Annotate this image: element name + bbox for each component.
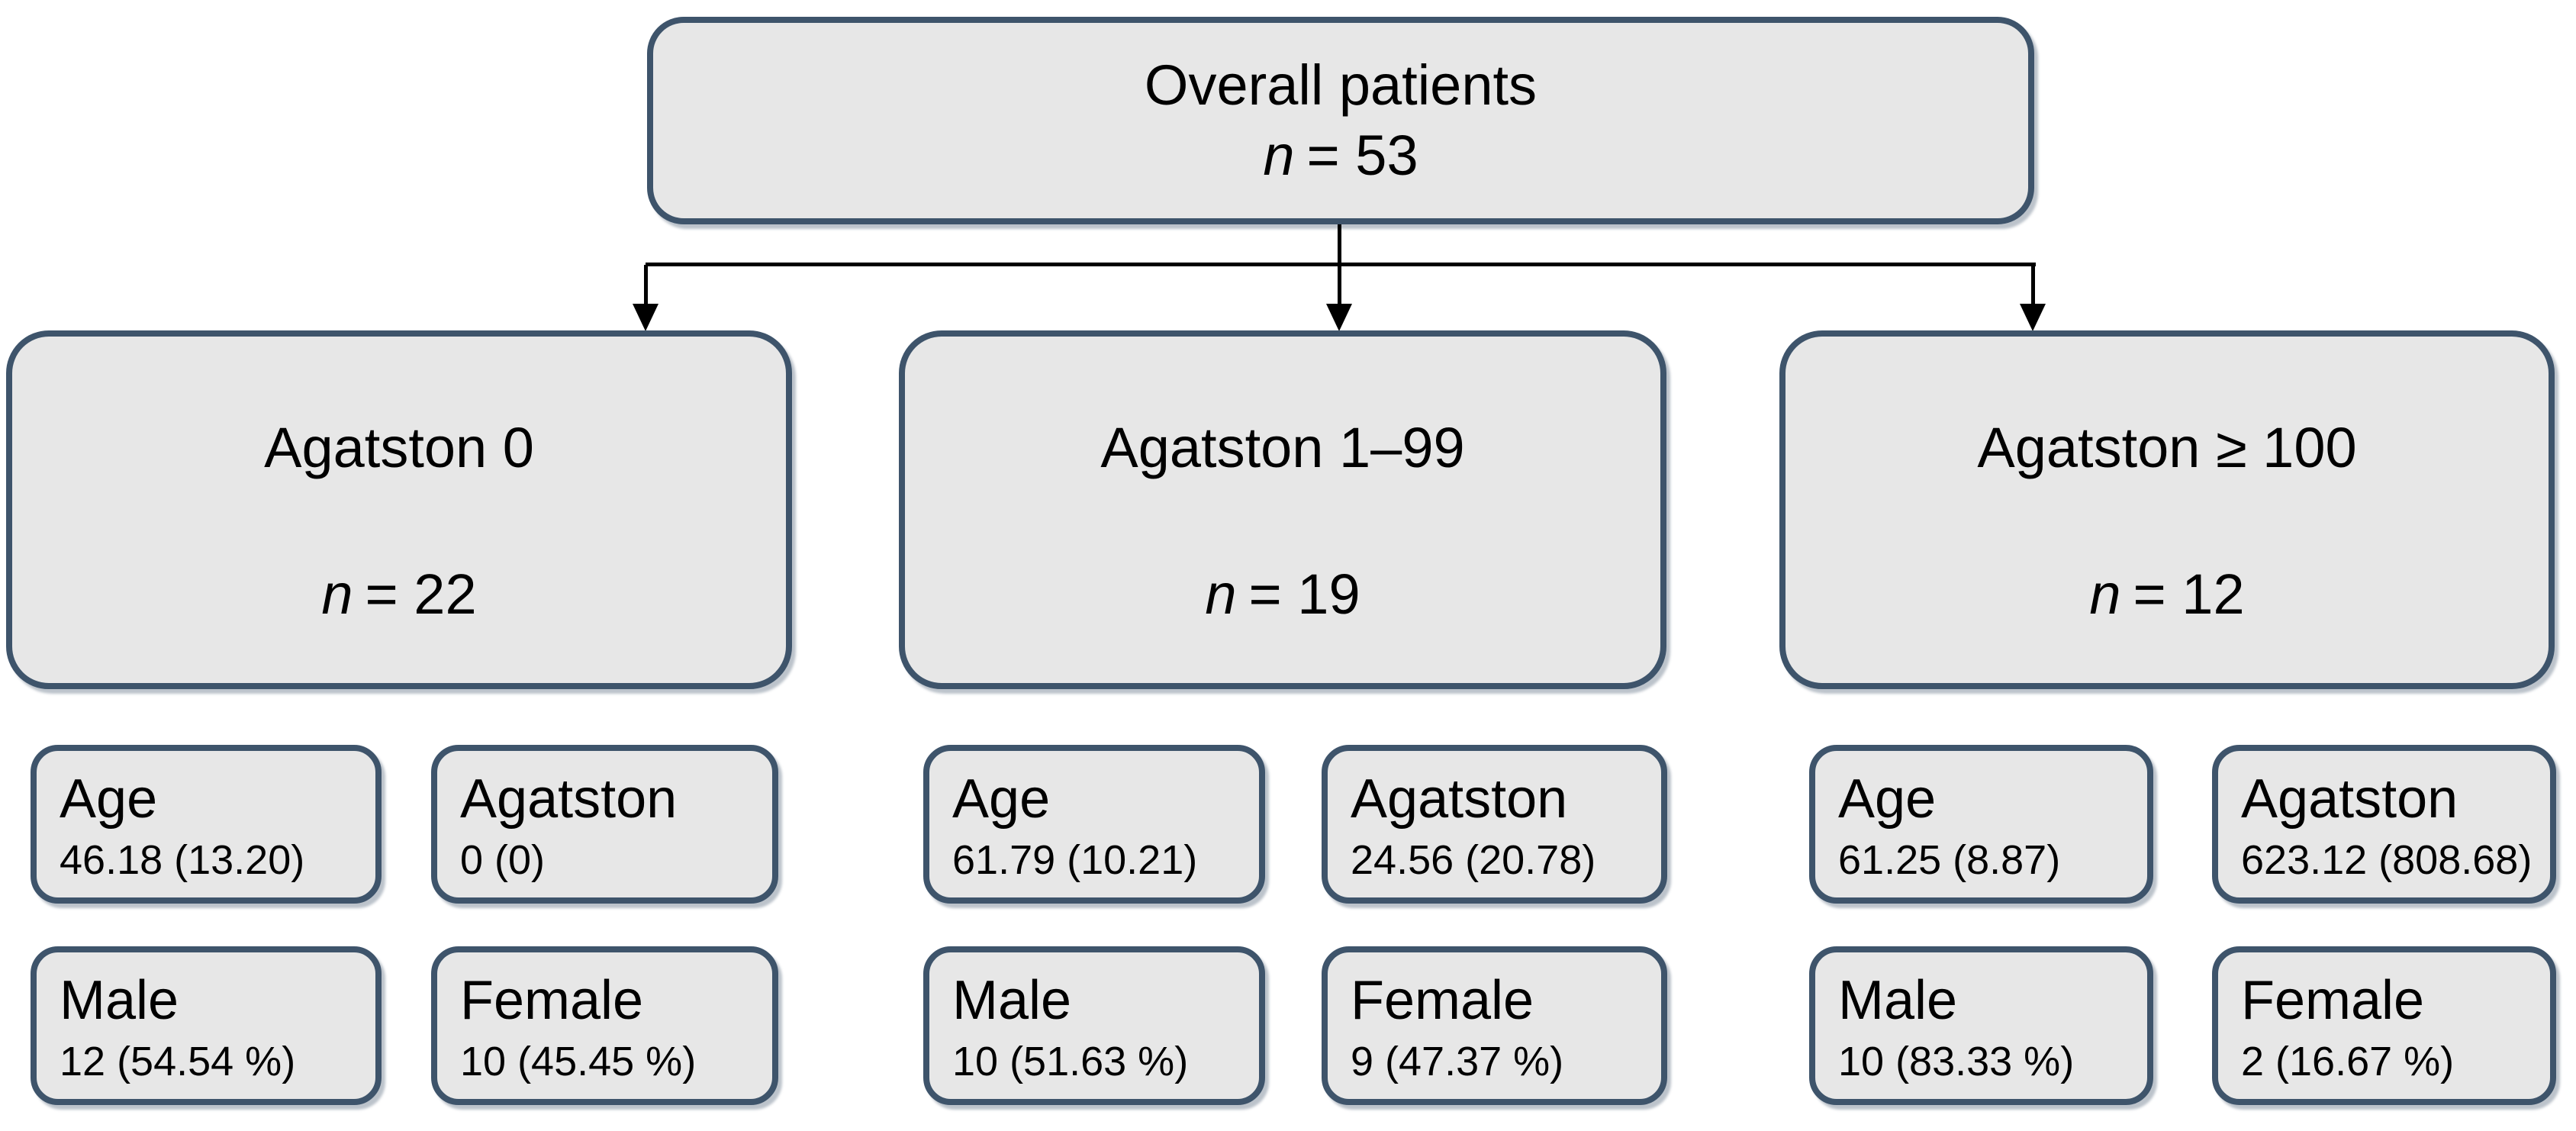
n-symbol: n — [1263, 124, 1295, 187]
stat-box-female: Female 10 (45.45 %) — [431, 946, 778, 1105]
branch-title: Agatston ≥ 100 — [1977, 416, 2357, 479]
stat-value: 10 (45.45 %) — [460, 1039, 697, 1084]
stat-value: 61.79 (10.21) — [952, 837, 1198, 883]
stat-label: Female — [460, 970, 644, 1031]
branch-count: n = 22 — [321, 559, 476, 630]
stat-value: 24.56 (20.78) — [1351, 837, 1596, 883]
stat-box-male: Male 10 (51.63 %) — [923, 946, 1265, 1105]
connector-horizontal-line — [646, 263, 2036, 266]
branch-agatston-gte-100-box: Agatston ≥ 100 n = 12 — [1779, 330, 2555, 689]
down-arrowhead-right-icon — [2020, 304, 2046, 331]
stat-value: 12 (54.54 %) — [60, 1039, 296, 1084]
n-symbol: n — [2089, 562, 2121, 626]
stat-label: Male — [952, 970, 1072, 1031]
stat-box-age: Age 61.25 (8.87) — [1809, 745, 2153, 904]
connector-drop-middle — [1338, 265, 1341, 307]
branch-count: n = 12 — [2089, 559, 2244, 630]
overall-patients-title: Overall patients — [1144, 53, 1538, 117]
stat-label: Male — [60, 970, 179, 1031]
stat-box-age: Age 46.18 (13.20) — [31, 745, 382, 904]
stat-label: Agatston — [1351, 768, 1568, 830]
stat-box-female: Female 9 (47.37 %) — [1322, 946, 1667, 1105]
connector-drop-left — [644, 265, 648, 307]
stat-label: Age — [1838, 768, 1937, 830]
stat-value: 61.25 (8.87) — [1838, 837, 2061, 883]
stat-value: 46.18 (13.20) — [60, 837, 305, 883]
stat-value: 2 (16.67 %) — [2241, 1039, 2455, 1084]
n-value: = 19 — [1248, 562, 1360, 626]
stat-value: 9 (47.37 %) — [1351, 1039, 1564, 1084]
stat-value: 623.12 (808.68) — [2241, 837, 2533, 883]
stat-label: Agatston — [460, 768, 678, 830]
connector-drop-right — [2031, 265, 2035, 307]
stat-label: Age — [60, 768, 158, 830]
branch-title: Agatston 0 — [264, 416, 534, 479]
n-symbol: n — [321, 562, 353, 626]
stat-box-agatston: Agatston 0 (0) — [431, 745, 778, 904]
stat-box-agatston: Agatston 24.56 (20.78) — [1322, 745, 1667, 904]
stat-label: Female — [2241, 970, 2425, 1031]
n-symbol: n — [1205, 562, 1237, 626]
down-arrowhead-left-icon — [633, 304, 658, 331]
stat-box-male: Male 10 (83.33 %) — [1809, 946, 2153, 1105]
down-arrowhead-middle-icon — [1326, 304, 1352, 331]
n-value: = 12 — [2133, 562, 2245, 626]
stat-label: Agatston — [2241, 768, 2458, 830]
connector-stem-line — [1338, 224, 1341, 264]
branch-count: n = 19 — [1205, 559, 1360, 630]
stat-value: 10 (83.33 %) — [1838, 1039, 2075, 1084]
branch-agatston-1-99-box: Agatston 1–99 n = 19 — [899, 330, 1666, 689]
n-value: = 22 — [365, 562, 477, 626]
n-value: = 53 — [1306, 124, 1418, 187]
overall-patients-box: Overall patients n = 53 — [647, 17, 2034, 224]
stat-label: Age — [952, 768, 1051, 830]
stat-box-age: Age 61.79 (10.21) — [923, 745, 1265, 904]
overall-patients-count: n = 53 — [1263, 121, 1418, 191]
branch-agatston-0-box: Agatston 0 n = 22 — [6, 330, 792, 689]
stat-label: Male — [1838, 970, 1958, 1031]
stat-box-female: Female 2 (16.67 %) — [2212, 946, 2556, 1105]
stat-label: Female — [1351, 970, 1534, 1031]
stat-value: 10 (51.63 %) — [952, 1039, 1189, 1084]
stat-box-agatston: Agatston 623.12 (808.68) — [2212, 745, 2556, 904]
stat-box-male: Male 12 (54.54 %) — [31, 946, 382, 1105]
stat-value: 0 (0) — [460, 837, 546, 883]
branch-title: Agatston 1–99 — [1100, 416, 1465, 479]
